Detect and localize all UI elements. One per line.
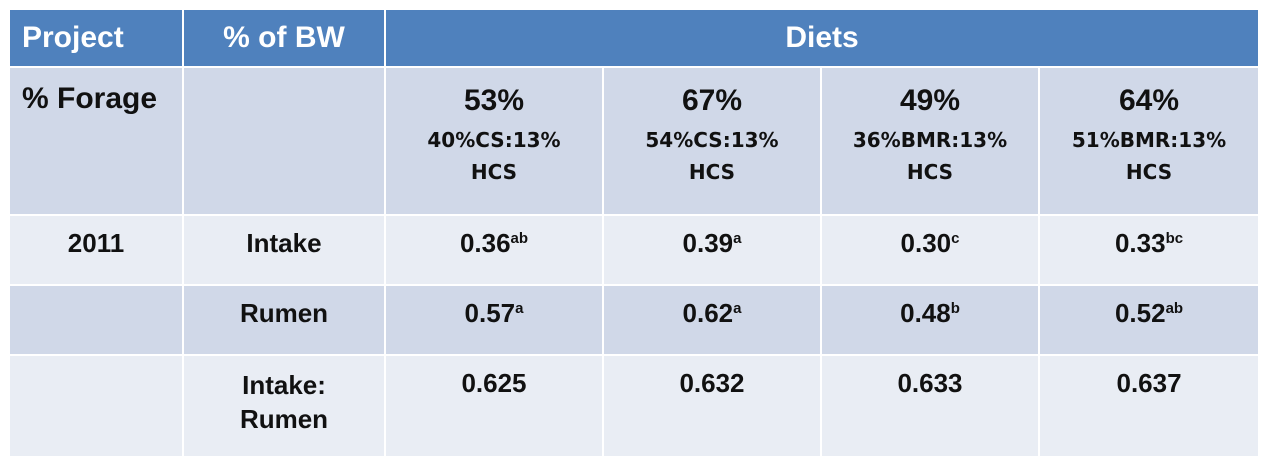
forage-empty-cell xyxy=(182,66,386,216)
diet-3-composition: 36%BMR:13% HCS xyxy=(852,128,1008,184)
intake-value-2: 0.39a xyxy=(602,214,822,286)
header-project: Project xyxy=(8,8,184,68)
diet-4-cell: 64% 51%BMR:13% HCS xyxy=(1037,66,1261,216)
rumen-row: Rumen 0.57a 0.62a 0.48b 0.52ab xyxy=(8,284,1261,356)
rumen-empty-cell xyxy=(8,284,184,356)
forage-row: % Forage 53% 40%CS:13% HCS 67% 54%CS:13% H… xyxy=(8,66,1261,216)
header-row: Project % of BW Diets xyxy=(8,8,1261,68)
rumen-label: Rumen xyxy=(182,284,386,356)
year-label: 2011 xyxy=(8,214,184,286)
ratio-value-3: 0.633 xyxy=(820,354,1040,458)
intake-label: Intake xyxy=(182,214,386,286)
diet-1-percent: 53% xyxy=(463,84,525,117)
diet-2-percent: 67% xyxy=(681,84,743,117)
diet-1-composition: 40%CS:13% HCS xyxy=(427,128,561,184)
forage-label: % Forage xyxy=(8,66,184,216)
rumen-value-3: 0.48b xyxy=(820,284,1040,356)
diet-comparison-table: Project % of BW Diets % Forage 53% 40%CS… xyxy=(8,8,1261,458)
rumen-value-4: 0.52ab xyxy=(1037,284,1261,356)
diet-3-cell: 49% 36%BMR:13% HCS xyxy=(820,66,1040,216)
ratio-value-2: 0.632 xyxy=(602,354,822,458)
diet-2-composition: 54%CS:13% HCS xyxy=(645,128,779,184)
header-bw: % of BW xyxy=(182,8,386,68)
diet-4-composition: 51%BMR:13% HCS xyxy=(1071,128,1227,184)
rumen-value-2: 0.62a xyxy=(602,284,822,356)
intake-value-1: 0.36ab xyxy=(384,214,604,286)
rumen-value-1: 0.57a xyxy=(384,284,604,356)
intake-row: 2011 Intake 0.36ab 0.39a 0.30c 0.33bc xyxy=(8,214,1261,286)
ratio-row: Intake: Rumen 0.625 0.632 0.633 0.637 xyxy=(8,354,1261,458)
header-diets: Diets xyxy=(383,8,1261,68)
diet-2-cell: 67% 54%CS:13% HCS xyxy=(602,66,822,216)
diet-4-percent: 64% xyxy=(1119,84,1180,117)
ratio-value-1: 0.625 xyxy=(384,354,604,458)
ratio-value-4: 0.637 xyxy=(1037,354,1261,458)
intake-value-3: 0.30c xyxy=(820,214,1040,286)
ratio-label: Intake: Rumen xyxy=(182,354,386,458)
intake-value-4: 0.33bc xyxy=(1037,214,1261,286)
ratio-empty-cell xyxy=(8,354,184,458)
diet-3-percent: 49% xyxy=(899,84,961,117)
diet-1-cell: 53% 40%CS:13% HCS xyxy=(384,66,604,216)
